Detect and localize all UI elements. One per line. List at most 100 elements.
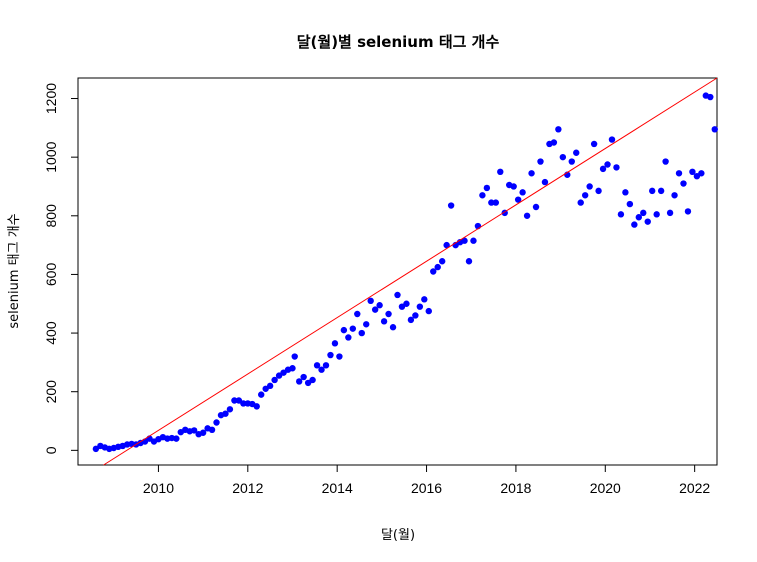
data-point [684,208,692,215]
x-tick-label: 2012 [232,480,263,496]
data-point [707,93,714,101]
data-point [470,237,477,244]
data-point [586,183,593,190]
data-point [519,189,526,196]
data-point [626,200,634,208]
x-axis: 2010 2012 2014 2016 2018 2020 2022 [143,465,710,496]
data-point [394,291,401,299]
data-point [363,321,370,328]
y-tick-label: 200 [43,380,59,404]
data-point [190,427,198,434]
data-point [173,435,180,442]
data-point [577,199,584,206]
data-point [465,258,473,265]
data-point [483,184,491,192]
data-point [497,168,504,176]
data-point [550,139,558,146]
y-tick-label: 400 [43,321,59,345]
data-point [590,140,598,148]
data-point [492,199,500,206]
y-tick-label: 0 [43,446,59,454]
data-point [514,196,522,203]
data-point [675,170,683,177]
x-tick-label: 2018 [500,480,531,496]
data-point [523,212,531,219]
data-point [258,391,265,398]
y-tick-label: 1200 [43,83,59,114]
data-point [532,203,540,211]
chart-title: 달(월)별 selenium 태그 개수 [297,33,500,51]
y-tick-label: 800 [43,204,59,228]
x-tick-label: 2016 [411,480,442,496]
data-point [434,263,441,271]
data-point [559,153,567,161]
data-point [318,366,325,373]
data-point [222,410,229,417]
data-point [528,170,535,177]
data-point [291,353,298,360]
data-point [271,376,278,384]
data-point [599,165,607,173]
data-point [412,312,419,319]
fit-line [103,77,718,466]
data-points [92,92,718,453]
data-point [421,296,428,303]
y-tick-label: 1000 [43,141,59,172]
data-point [199,429,207,436]
data-point [447,202,455,209]
data-point [488,199,495,206]
data-point [371,306,379,313]
data-point [226,406,234,413]
data-point [385,310,392,318]
data-point [698,170,705,177]
data-point [573,149,580,156]
data-point [300,373,307,381]
data-point [416,303,424,310]
data-point [425,307,432,315]
data-point [376,302,383,309]
data-point [309,376,316,384]
data-point [349,325,357,332]
data-point [680,180,687,187]
x-tick-label: 2020 [590,480,621,496]
data-point [358,329,365,337]
data-point [622,189,629,196]
x-tick-label: 2022 [679,480,710,496]
data-point [289,365,296,372]
data-point [253,403,260,410]
data-point [662,158,669,165]
y-tick-label: 600 [43,263,59,287]
data-point [635,214,643,221]
data-point [231,397,238,404]
data-point [581,192,589,199]
data-point [666,209,674,217]
data-point [208,426,216,434]
data-point [541,178,549,186]
data-point [595,187,602,195]
data-point [653,211,660,218]
data-point [340,326,348,334]
x-tick-label: 2010 [143,480,174,496]
data-point [613,164,620,171]
data-point [266,382,274,390]
data-point [403,300,410,307]
data-point [430,268,437,275]
y-axis: 0 200 400 600 800 1000 1200 [43,83,78,454]
data-point [313,362,321,369]
data-point [327,351,334,359]
x-tick-label: 2014 [322,480,353,496]
data-point [510,183,517,190]
y-axis-label: selenium 태그 개수 [7,213,22,328]
data-point [608,136,616,143]
data-point [367,297,374,305]
data-point [461,237,468,244]
data-point [354,310,361,318]
data-point [213,419,220,426]
data-point [537,158,544,165]
x-axis-label: 달(월) [381,528,415,543]
data-point [322,362,330,369]
data-point [345,334,352,341]
data-point [671,192,678,199]
data-point [644,218,651,225]
